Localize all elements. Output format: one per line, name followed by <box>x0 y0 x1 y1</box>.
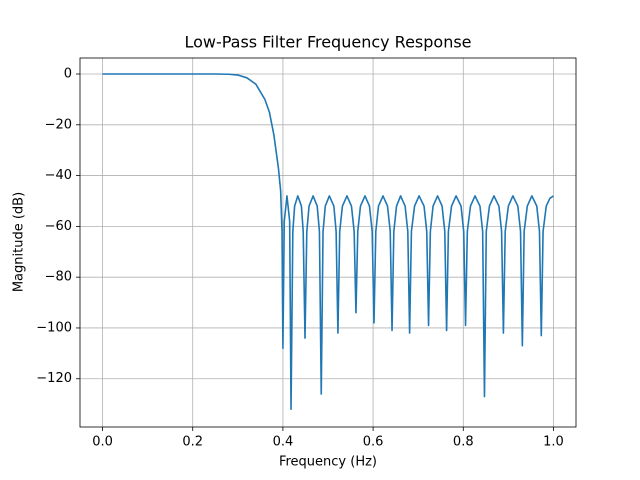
y-tick-label: −40 <box>45 168 72 183</box>
chart-title: Low-Pass Filter Frequency Response <box>184 33 471 52</box>
x-tick-label: 0.8 <box>453 435 474 450</box>
x-tick-label: 0.2 <box>182 435 203 450</box>
x-tick-label: 0.6 <box>363 435 384 450</box>
y-axis-label: Magnitude (dB) <box>12 192 27 292</box>
plot-layer <box>102 73 554 411</box>
x-tick-label: 0.0 <box>92 435 113 450</box>
y-tick-label: 0 <box>64 66 72 81</box>
x-tick-label: 1.0 <box>543 435 564 450</box>
x-tick-label: 0.4 <box>273 435 294 450</box>
y-tick-label: −60 <box>45 219 72 234</box>
y-tick-label: −100 <box>36 320 72 335</box>
y-tick-label: −120 <box>36 371 72 386</box>
axes-frame <box>79 57 577 428</box>
y-tick-label: −80 <box>45 270 72 285</box>
x-axis-label: Frequency (Hz) <box>279 455 377 470</box>
data-line <box>102 73 554 411</box>
y-tick-label: −20 <box>45 117 72 132</box>
